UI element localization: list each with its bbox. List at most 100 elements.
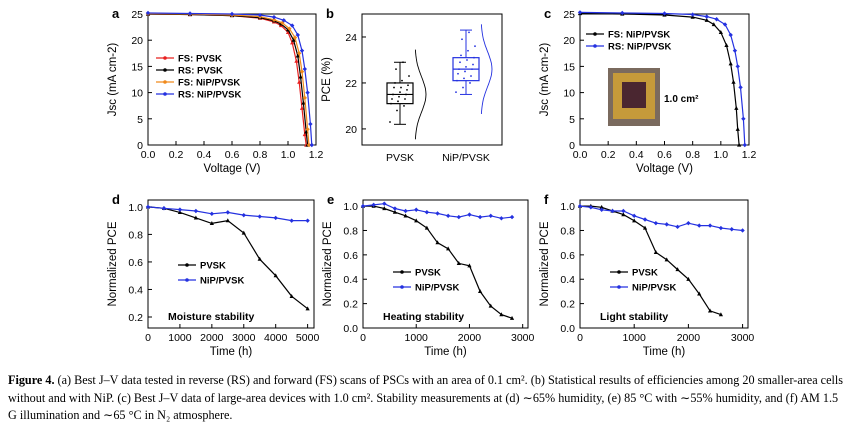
plot-frame [579, 199, 749, 329]
data-point [299, 48, 305, 53]
y-tick-label: 1.0 [128, 202, 143, 214]
x-axis-label: Time (h) [210, 346, 253, 358]
data-point [405, 93, 407, 96]
y-tick-label: 10 [131, 88, 143, 100]
data-point [257, 214, 262, 219]
data-point [403, 213, 408, 218]
data-point [295, 32, 300, 38]
y-tick-label: 0.6 [128, 257, 143, 269]
data-point [653, 220, 659, 226]
data-point [241, 212, 246, 218]
data-point [707, 223, 713, 228]
data-point [187, 11, 193, 16]
annotation-text: Light stability [600, 311, 668, 323]
legend-label: NiP/PVSK [632, 283, 676, 294]
data-point [477, 289, 483, 294]
data-point [435, 240, 440, 245]
y-tick-label: 20 [131, 35, 143, 47]
legend-marker [593, 32, 597, 36]
caption-text: (a) Best J–V data tested in reverse (RS)… [8, 373, 843, 422]
data-point [400, 86, 402, 89]
data-point [704, 17, 709, 22]
data-point [722, 22, 728, 27]
panel-a: a 0 5 10 15 20 25 0.0 0.2 0.4 0.6 0.8 1.0 1.2 Voltage … [107, 6, 323, 175]
y-tick-label: 20 [563, 35, 575, 47]
data-point [577, 203, 583, 209]
data-point [468, 31, 470, 34]
legend-label: FS: PVSK [178, 54, 222, 65]
x-tick-label: 4000 [264, 332, 288, 344]
y-tick-label: 0.4 [128, 284, 143, 296]
data-point [686, 276, 691, 281]
data-point [631, 213, 637, 219]
data-point [408, 75, 410, 77]
legend-marker [163, 80, 167, 84]
legend-label: FS: NiP/PVSK [178, 78, 240, 89]
data-point [209, 211, 215, 216]
data-point [509, 214, 515, 220]
panel-c: c 0 5 10 15 20 25 0.0 0.2 0.4 0.6 0.8 1.0 1.2 Voltage … [539, 6, 756, 175]
data-point [471, 68, 473, 71]
x-tick-label: 3000 [232, 332, 256, 344]
x-tick-label: 0.6 [657, 149, 672, 161]
y-tick-label: 0.4 [343, 274, 358, 286]
y-tick-label: 0.8 [343, 225, 358, 237]
data-point [499, 312, 504, 317]
data-point [445, 213, 451, 219]
data-point [287, 26, 292, 31]
panel-f: f 0.0 0.2 0.4 0.6 0.8 1.0 0 1000 2000 3000 Time (h)… [539, 192, 754, 358]
data-point [406, 88, 408, 91]
y-tick-label: 0.0 [560, 323, 575, 335]
data-point [456, 79, 458, 82]
data-point [737, 142, 742, 147]
x-axis-label: Time (h) [424, 346, 467, 358]
data-point [290, 23, 295, 28]
y-tick-label: 25 [131, 9, 143, 21]
data-point [392, 209, 398, 214]
plot-frame [362, 199, 529, 329]
data-point [467, 49, 469, 52]
data-point [735, 64, 740, 69]
data-point [305, 90, 310, 95]
data-point [718, 29, 723, 34]
y-axis-label: Normalized PCE [539, 221, 551, 306]
data-point [704, 14, 709, 19]
inset-label: 1.0 cm² [664, 94, 699, 105]
y-axis-label: PCE (%) [321, 57, 333, 102]
y-axis-label: Jsc (mA cm-2) [107, 43, 119, 117]
y-tick-label: 0.2 [128, 312, 143, 324]
data-point [457, 72, 459, 75]
data-point [403, 105, 405, 107]
data-point [462, 86, 464, 89]
x-tick-label: 1000 [623, 332, 647, 344]
panel-label: b [326, 6, 334, 21]
data-point [177, 209, 183, 214]
data-point [690, 14, 695, 19]
x-tick-label: 0 [145, 332, 151, 344]
data-point [291, 37, 296, 42]
panel-e: e 0.0 0.2 0.4 0.6 0.8 1.0 0 1000 2000 3000 Time (h)… [322, 192, 535, 358]
data-point [302, 95, 307, 101]
data-point [642, 217, 648, 222]
data-point [308, 121, 313, 127]
data-point [382, 201, 387, 206]
box [386, 82, 414, 105]
data-point [509, 315, 515, 320]
data-point [257, 12, 263, 18]
y-tick-label: 0 [137, 140, 143, 152]
figure-4: a 0 5 10 15 20 25 0.0 0.2 0.4 0.6 0.8 1.0 1.2 Voltage … [107, 6, 756, 358]
y-tick-label: 0.6 [560, 250, 575, 262]
data-point [620, 10, 625, 16]
data-point [299, 105, 305, 110]
data-point [731, 79, 736, 84]
data-point [401, 79, 403, 82]
y-tick-label: 24 [345, 32, 357, 44]
data-point [728, 32, 733, 38]
plot-frame [361, 13, 503, 146]
x-tick-label: 0 [360, 332, 366, 344]
y-axis-label: Normalized PCE [107, 221, 119, 306]
y-tick-label: 15 [563, 61, 575, 73]
data-point [458, 68, 460, 71]
x-tick-label: 0.8 [685, 149, 700, 161]
data-point [718, 225, 724, 231]
